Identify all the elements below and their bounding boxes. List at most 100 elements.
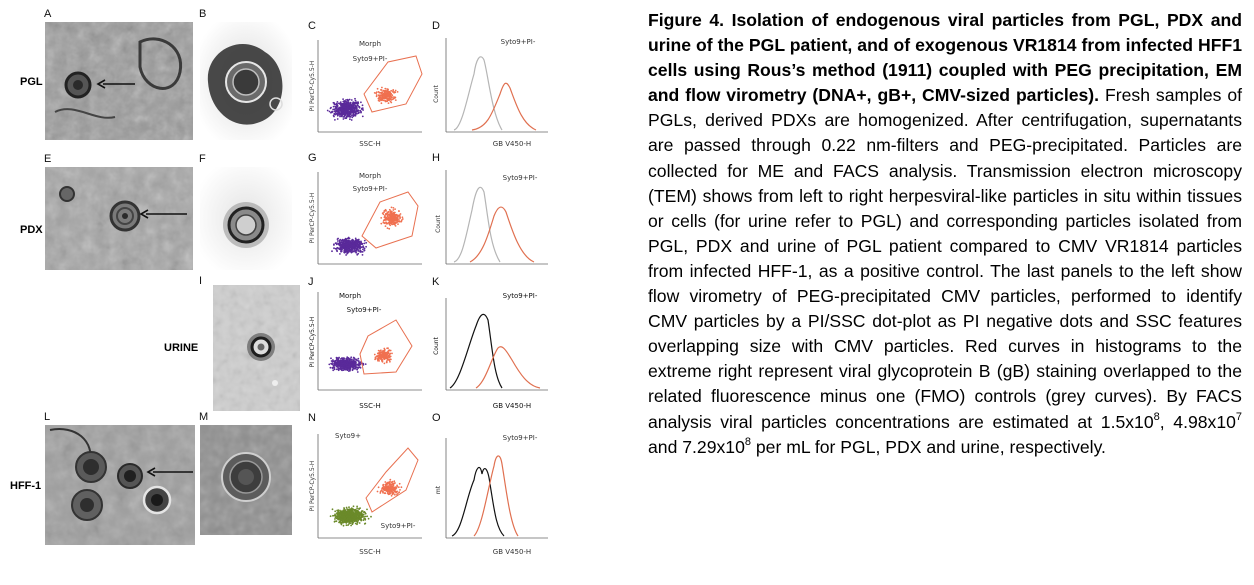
panel-letter-o: O xyxy=(432,412,441,424)
event-dot xyxy=(340,104,342,107)
event-dot xyxy=(357,510,359,512)
gated-event-dot xyxy=(377,99,380,102)
y-axis-label: Count xyxy=(435,214,442,232)
event-dot xyxy=(346,517,349,520)
caption-title: Figure 4. Isolation of endogenous viral … xyxy=(648,10,1242,106)
gated-event-dot xyxy=(388,349,391,352)
event-dot xyxy=(357,514,360,517)
event-dot xyxy=(358,111,360,114)
event-dot xyxy=(357,363,360,366)
event-dot xyxy=(349,369,351,372)
event-dot xyxy=(361,104,364,107)
gated-event-dot xyxy=(386,357,389,359)
event-dot xyxy=(355,518,358,521)
concentration-pgl: 1.5x108 xyxy=(1100,410,1160,432)
gate-label: Syto9+PI- xyxy=(353,185,388,193)
event-dot xyxy=(351,369,354,372)
scatter-title: Morph xyxy=(359,40,381,48)
event-dot xyxy=(348,101,350,104)
event-dot xyxy=(341,115,343,117)
event-dot xyxy=(352,505,355,508)
event-dot xyxy=(347,367,350,369)
event-dot xyxy=(332,369,335,372)
histogram-k: Syto9+PI- GB V450-H Count xyxy=(432,286,550,412)
histogram-o: Syto9+PI- GB V450-H mt xyxy=(432,428,550,558)
event-dot xyxy=(348,508,351,510)
event-dot xyxy=(334,107,337,110)
event-dot xyxy=(340,368,342,371)
gated-event-dot xyxy=(387,490,390,493)
panel-letter-c: C xyxy=(308,20,316,32)
event-dot xyxy=(356,366,359,369)
event-dot xyxy=(361,246,363,248)
event-dot xyxy=(351,358,353,361)
row-label-pgl: PGL xyxy=(20,76,43,88)
event-dot xyxy=(345,110,348,113)
pi-ssc-dots-purple xyxy=(328,356,367,373)
gated-event-dot xyxy=(382,491,384,494)
gated-event-dot xyxy=(392,483,395,486)
gated-event-dot xyxy=(392,491,395,494)
gated-event-dot xyxy=(373,92,376,94)
event-dot xyxy=(349,513,351,515)
gated-event-dot xyxy=(396,485,398,488)
event-dot xyxy=(334,359,337,362)
event-dot xyxy=(345,524,348,527)
gated-event-dot xyxy=(394,89,397,92)
figure-caption: Figure 4. Isolation of endogenous viral … xyxy=(648,10,1243,457)
gated-event-dot xyxy=(400,486,403,489)
event-dot xyxy=(351,521,354,524)
gated-event-dot xyxy=(380,94,383,97)
event-dot xyxy=(360,110,362,113)
event-dot xyxy=(342,118,345,120)
gated-event-dot xyxy=(383,492,386,495)
histogram-title: Syto9+PI- xyxy=(503,292,538,300)
event-dot xyxy=(358,250,360,252)
gated-event-dot xyxy=(377,358,380,361)
y-axis-label: PI PerCP-Cy5.5-H xyxy=(309,193,316,244)
event-dot xyxy=(361,107,364,109)
panel-letter-i: I xyxy=(199,275,203,287)
event-dot xyxy=(355,358,358,361)
event-dot xyxy=(357,104,359,107)
event-dot xyxy=(340,246,343,248)
gated-event-dot xyxy=(388,227,391,230)
em-image-pgl-tissue xyxy=(45,22,193,140)
gated-event-dot xyxy=(389,221,392,224)
event-dot xyxy=(336,101,339,103)
event-dot xyxy=(331,250,333,253)
fmo-control-curve xyxy=(451,466,505,537)
event-dot xyxy=(350,507,353,509)
panel-letter-b: B xyxy=(199,8,207,20)
event-dot xyxy=(333,247,335,250)
event-dot xyxy=(347,365,349,368)
event-dot xyxy=(333,113,336,115)
pi-ssc-dots-gated xyxy=(376,478,403,497)
gated-event-dot xyxy=(386,227,389,229)
fmo-control-curve xyxy=(453,56,503,131)
gated-event-dot xyxy=(394,99,397,101)
gated-event-dot xyxy=(388,358,390,361)
panel-letter-j: J xyxy=(308,276,314,288)
gated-event-dot xyxy=(384,483,387,486)
event-dot xyxy=(343,517,346,520)
scatter-plot-c: Morph Syto9+PI- SSC-H PI PerCP-Cy5.5-H xyxy=(306,34,428,150)
event-dot xyxy=(358,522,361,524)
scatter-plot-g: Morph Syto9+PI- PI PerCP-Cy5.5-H xyxy=(306,166,428,282)
event-dot xyxy=(335,247,338,250)
row-label-hff1: HFF-1 xyxy=(10,480,42,492)
x-axis-label: GB V450-H xyxy=(493,402,531,410)
gated-event-dot xyxy=(382,219,385,222)
gb-stain-curve xyxy=(475,346,541,389)
gated-event-dot xyxy=(381,212,384,215)
event-dot xyxy=(334,513,336,516)
gated-event-dot xyxy=(391,223,393,226)
event-dot xyxy=(338,240,341,242)
gated-event-dot xyxy=(384,99,387,102)
gated-event-dot xyxy=(398,482,401,485)
gated-event-dot xyxy=(388,96,390,99)
event-dot xyxy=(355,243,358,245)
gb-stain-curve xyxy=(473,455,519,537)
gated-event-dot xyxy=(378,98,381,100)
event-dot xyxy=(361,115,364,118)
